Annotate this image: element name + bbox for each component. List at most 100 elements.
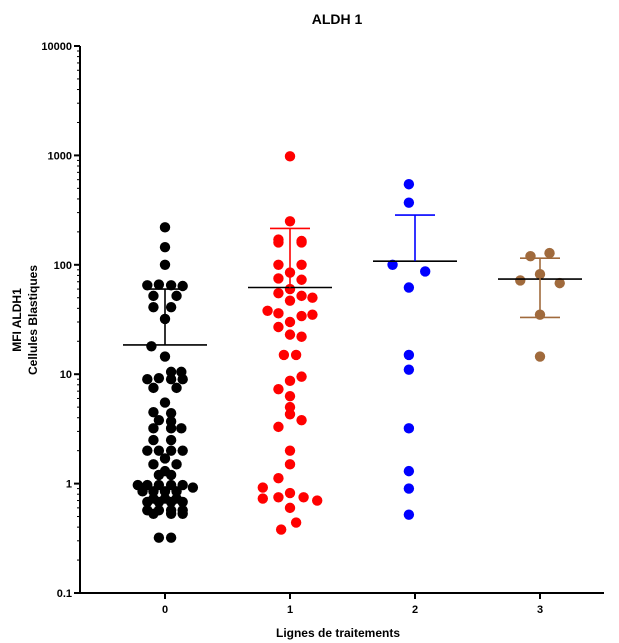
data-point bbox=[148, 423, 159, 434]
data-point bbox=[148, 290, 159, 302]
data-point bbox=[153, 372, 165, 384]
data-point bbox=[146, 341, 157, 352]
data-point bbox=[284, 295, 296, 306]
data-point bbox=[165, 301, 177, 313]
data-point bbox=[273, 259, 284, 270]
data-point bbox=[165, 508, 177, 519]
data-point bbox=[153, 469, 165, 481]
series-group-2 bbox=[373, 179, 457, 520]
y-tick-label: 1 bbox=[66, 479, 72, 491]
data-point bbox=[296, 331, 307, 342]
data-point bbox=[159, 486, 171, 497]
data-point bbox=[159, 351, 171, 362]
data-point bbox=[307, 309, 318, 320]
data-point bbox=[142, 280, 153, 291]
x-tick-label: 1 bbox=[287, 604, 293, 616]
y-tick-label: 1000 bbox=[48, 150, 72, 162]
data-point bbox=[171, 290, 182, 302]
data-point bbox=[403, 282, 415, 293]
data-point bbox=[296, 259, 307, 270]
data-point bbox=[290, 517, 302, 528]
data-point bbox=[298, 492, 309, 503]
data-point bbox=[515, 275, 526, 286]
x-tick-label: 2 bbox=[412, 604, 418, 616]
data-marks bbox=[123, 151, 582, 543]
data-point bbox=[278, 349, 290, 361]
data-point bbox=[153, 496, 165, 508]
data-point bbox=[153, 279, 165, 290]
data-point bbox=[387, 259, 398, 270]
y-axis-label-line1: MFI ALDH1 bbox=[10, 288, 24, 352]
y-tick-label: 10000 bbox=[41, 41, 72, 53]
data-point bbox=[177, 374, 188, 385]
data-point bbox=[257, 493, 268, 504]
x-axis-label: Lignes de traitements bbox=[276, 626, 400, 640]
data-point bbox=[403, 179, 415, 190]
series-group-0 bbox=[123, 222, 207, 543]
data-point bbox=[177, 445, 188, 456]
data-point bbox=[534, 351, 546, 362]
data-point bbox=[153, 532, 165, 543]
data-point bbox=[273, 237, 284, 248]
data-point bbox=[296, 371, 307, 382]
y-tick-label: 10 bbox=[60, 369, 72, 381]
data-point bbox=[148, 382, 159, 394]
data-point bbox=[165, 280, 177, 291]
x-tick-label: 3 bbox=[537, 604, 543, 616]
data-point bbox=[148, 434, 159, 446]
data-point bbox=[273, 321, 284, 333]
data-point bbox=[284, 390, 296, 402]
data-point bbox=[171, 382, 182, 394]
data-point bbox=[165, 434, 177, 446]
data-point bbox=[273, 383, 284, 395]
data-point bbox=[296, 237, 307, 248]
data-point bbox=[284, 329, 296, 340]
axes: 10000 1000 100 10 1 0.1 0 1 2 3 bbox=[41, 41, 604, 616]
data-point bbox=[307, 292, 318, 303]
data-point bbox=[142, 445, 153, 456]
data-point bbox=[159, 259, 171, 270]
data-point bbox=[296, 414, 307, 426]
y-tick-label: 100 bbox=[54, 260, 72, 272]
data-point bbox=[403, 483, 415, 494]
data-point bbox=[403, 423, 415, 434]
data-point bbox=[273, 308, 284, 319]
data-point bbox=[137, 486, 148, 497]
data-point bbox=[165, 532, 177, 543]
y-tick-label: 0.1 bbox=[57, 588, 72, 600]
data-point bbox=[142, 374, 153, 385]
data-point bbox=[177, 508, 188, 519]
data-point bbox=[554, 277, 565, 289]
data-point bbox=[273, 492, 284, 503]
data-point bbox=[284, 216, 296, 227]
data-point bbox=[153, 414, 165, 426]
data-point bbox=[275, 524, 287, 535]
data-point bbox=[148, 459, 159, 470]
data-point bbox=[284, 502, 296, 514]
data-point bbox=[273, 421, 284, 433]
data-point bbox=[187, 482, 199, 493]
series-group-1 bbox=[248, 151, 332, 535]
data-point bbox=[148, 508, 159, 519]
data-point bbox=[284, 401, 296, 413]
data-point bbox=[159, 397, 171, 408]
data-point bbox=[296, 290, 307, 302]
data-point bbox=[165, 496, 177, 508]
data-point bbox=[159, 453, 171, 464]
data-point bbox=[165, 366, 177, 378]
data-point bbox=[148, 301, 159, 313]
data-point bbox=[403, 364, 415, 375]
data-point bbox=[148, 406, 159, 418]
data-point bbox=[284, 375, 296, 387]
data-point bbox=[284, 445, 296, 456]
data-point bbox=[142, 496, 153, 508]
data-point bbox=[171, 459, 182, 470]
chart-title: ALDH 1 bbox=[312, 11, 363, 27]
data-point bbox=[525, 250, 536, 262]
data-point bbox=[312, 495, 323, 506]
data-point bbox=[165, 469, 177, 481]
data-point bbox=[284, 151, 296, 162]
data-point bbox=[544, 247, 555, 259]
data-point bbox=[403, 465, 415, 477]
